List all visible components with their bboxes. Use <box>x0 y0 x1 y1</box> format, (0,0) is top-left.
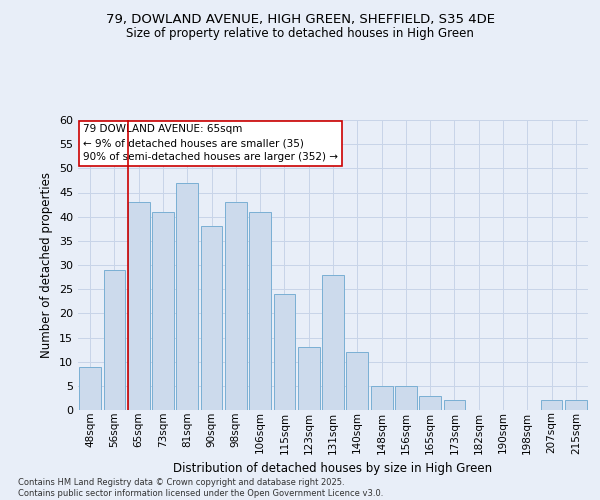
Bar <box>79 366 101 410</box>
Text: Size of property relative to detached houses in High Green: Size of property relative to detached ho… <box>126 28 474 40</box>
Bar <box>322 274 344 410</box>
Text: 79 DOWLAND AVENUE: 65sqm
← 9% of detached houses are smaller (35)
90% of semi-de: 79 DOWLAND AVENUE: 65sqm ← 9% of detache… <box>83 124 338 162</box>
Bar <box>371 386 392 410</box>
Bar <box>274 294 295 410</box>
Text: 79, DOWLAND AVENUE, HIGH GREEN, SHEFFIELD, S35 4DE: 79, DOWLAND AVENUE, HIGH GREEN, SHEFFIEL… <box>106 12 494 26</box>
Bar <box>298 347 320 410</box>
Bar <box>225 202 247 410</box>
Bar <box>346 352 368 410</box>
Y-axis label: Number of detached properties: Number of detached properties <box>40 172 53 358</box>
Bar <box>200 226 223 410</box>
Bar <box>419 396 441 410</box>
X-axis label: Distribution of detached houses by size in High Green: Distribution of detached houses by size … <box>173 462 493 475</box>
Bar <box>395 386 417 410</box>
Bar <box>176 183 198 410</box>
Bar <box>128 202 149 410</box>
Bar <box>443 400 466 410</box>
Text: Contains HM Land Registry data © Crown copyright and database right 2025.
Contai: Contains HM Land Registry data © Crown c… <box>18 478 383 498</box>
Bar <box>565 400 587 410</box>
Bar <box>249 212 271 410</box>
Bar <box>541 400 562 410</box>
Bar <box>152 212 174 410</box>
Bar <box>104 270 125 410</box>
